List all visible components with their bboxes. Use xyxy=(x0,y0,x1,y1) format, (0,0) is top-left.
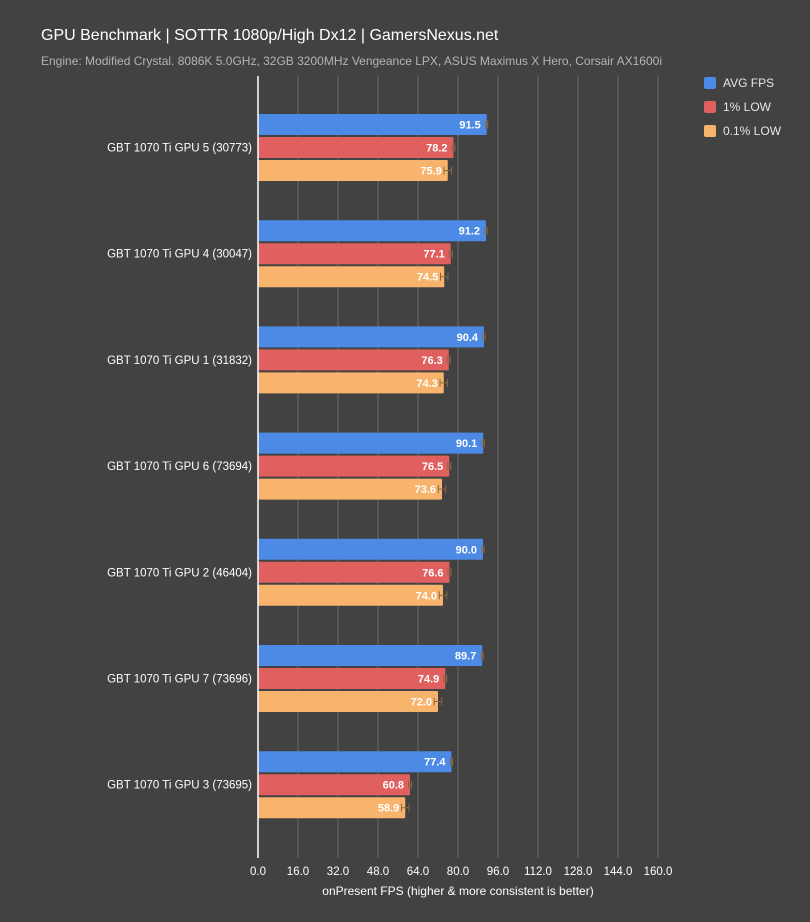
data-label: 77.1 xyxy=(423,249,444,261)
category-label: GBT 1070 Ti GPU 1 (31832) xyxy=(107,355,252,367)
legend-label-avg-fps: AVG FPS xyxy=(723,76,775,90)
category-label: GBT 1070 Ti GPU 6 (73694) xyxy=(107,461,252,473)
bar xyxy=(258,774,410,796)
data-label: 77.4 xyxy=(424,757,446,769)
legend-swatch-1pct-low xyxy=(704,101,716,113)
x-tick-label: 64.0 xyxy=(407,866,429,878)
data-label: 60.8 xyxy=(383,780,404,792)
data-label: 90.4 xyxy=(457,332,479,344)
legend-item-1pct-low: 1% LOW xyxy=(704,100,783,114)
x-tick-label: 112.0 xyxy=(524,866,552,878)
data-label: 76.6 xyxy=(422,567,443,579)
data-label: 90.1 xyxy=(456,438,477,450)
data-label: 73.6 xyxy=(415,484,436,496)
x-tick-label: 32.0 xyxy=(327,866,349,878)
bar xyxy=(258,220,486,242)
bar xyxy=(258,243,451,265)
x-tick-label: 160.0 xyxy=(644,866,673,878)
chart-subtitle: Engine: Modified Crystal. 8086K 5.0GHz, … xyxy=(41,54,662,68)
x-axis-label: onPresent FPS (higher & more consistent … xyxy=(322,884,594,898)
legend-label-1pct-low: 1% LOW xyxy=(723,100,772,114)
legend-label-01pct-low: 0.1% LOW xyxy=(723,124,782,138)
bar xyxy=(258,561,450,583)
data-label: 74.3 xyxy=(416,378,437,390)
bar xyxy=(258,691,438,712)
data-label: 91.5 xyxy=(459,120,480,132)
legend-swatch-01pct-low xyxy=(704,125,716,137)
bar xyxy=(258,372,444,394)
x-tick-label: 144.0 xyxy=(604,866,633,878)
data-label: 76.3 xyxy=(421,355,442,367)
bar xyxy=(258,349,449,371)
bar xyxy=(258,455,450,477)
x-tick-label: 48.0 xyxy=(367,866,389,878)
x-tick-label: 0.0 xyxy=(250,866,266,878)
data-label: 76.5 xyxy=(422,461,443,473)
bar xyxy=(258,114,487,135)
bar xyxy=(258,584,443,606)
bar xyxy=(258,668,446,689)
data-label: 72.0 xyxy=(411,697,432,709)
category-label: GBT 1070 Ti GPU 2 (46404) xyxy=(107,567,252,579)
data-label: 74.5 xyxy=(417,272,438,284)
bar xyxy=(258,160,448,181)
bar xyxy=(258,538,483,560)
category-label: GBT 1070 Ti GPU 7 (73696) xyxy=(107,674,252,686)
data-label: 74.9 xyxy=(418,674,439,686)
legend-swatch-avg-fps xyxy=(704,77,716,89)
bar xyxy=(258,645,483,666)
bar xyxy=(258,326,484,348)
data-label: 89.7 xyxy=(455,651,476,663)
data-label: 91.2 xyxy=(459,226,480,238)
bar xyxy=(258,266,445,288)
chart-title: GPU Benchmark | SOTTR 1080p/High Dx12 | … xyxy=(41,27,499,44)
category-label: GBT 1070 Ti GPU 4 (30047) xyxy=(107,249,252,261)
bar xyxy=(258,751,452,773)
x-tick-label: 80.0 xyxy=(447,866,469,878)
category-label: GBT 1070 Ti GPU 3 (73695) xyxy=(107,780,252,792)
x-tick-label: 16.0 xyxy=(287,866,309,878)
legend-item-01pct-low: 0.1% LOW xyxy=(704,124,783,138)
legend-item-avg-fps: AVG FPS xyxy=(704,76,783,90)
bar xyxy=(258,797,406,819)
chart-legend: AVG FPS 1% LOW 0.1% LOW xyxy=(704,76,783,148)
data-label: 58.9 xyxy=(378,803,399,815)
category-label: GBT 1070 Ti GPU 5 (30773) xyxy=(107,143,252,155)
x-tick-label: 96.0 xyxy=(487,866,509,878)
bar xyxy=(258,478,442,500)
x-tick-label: 128.0 xyxy=(564,866,593,878)
data-label: 75.9 xyxy=(420,166,441,178)
data-label: 90.0 xyxy=(456,544,477,556)
data-label: 74.0 xyxy=(416,590,437,602)
data-label: 78.2 xyxy=(426,143,447,155)
bar xyxy=(258,137,454,158)
bar xyxy=(258,432,484,454)
